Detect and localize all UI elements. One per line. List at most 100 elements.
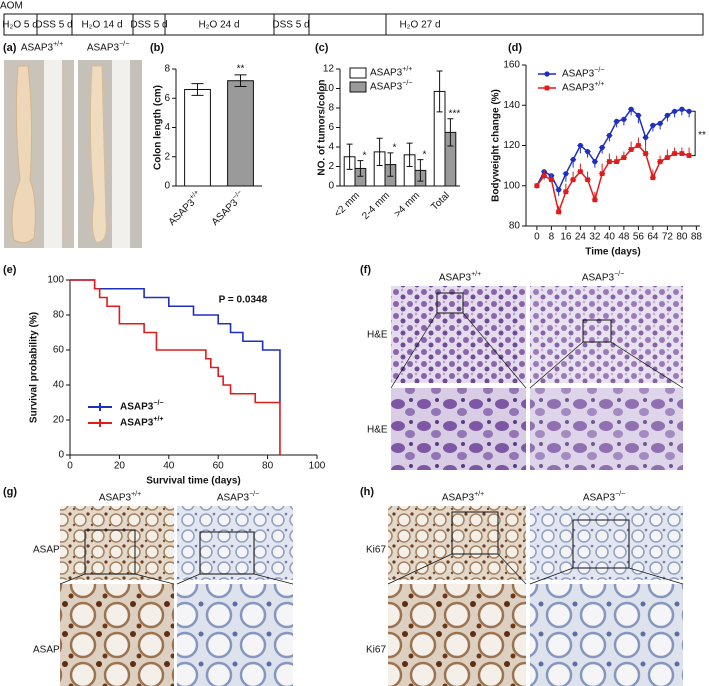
timeline-segment: H₂O 5 d [2, 20, 38, 31]
y-tick-label: 6 [328, 122, 334, 133]
x-tick-label: 80 [262, 461, 274, 472]
panel-label: (g) [3, 486, 17, 498]
point [686, 108, 692, 114]
annotation: P = 0.0348 [219, 295, 268, 306]
x-tick-label: ASAP3−/− [209, 189, 248, 228]
point [606, 159, 612, 164]
legend-marker [544, 85, 550, 91]
y-tick-label: 20 [53, 415, 65, 426]
x-axis-label: Time (days) [585, 247, 640, 258]
row-label: ASAP3 [33, 645, 66, 656]
x-axis-label: Survival time (days) [146, 476, 240, 487]
x-tick-label: 60 [213, 461, 225, 472]
x-tick-label: 32 [589, 232, 601, 243]
row-label: Ki67 [366, 645, 386, 656]
x-tick-label: 80 [676, 232, 688, 243]
panel-label: (b) [150, 42, 164, 54]
bracket [692, 110, 696, 157]
point [563, 171, 569, 177]
colon-photo [4, 60, 142, 248]
error-bar [191, 83, 204, 96]
panel-label: (h) [360, 486, 374, 498]
legend-label: ASAP3+/+ [120, 416, 163, 428]
y-axis-label: Bodyweight change (%) [491, 89, 502, 202]
panel-label: (d) [508, 42, 522, 54]
row-label: Ki67 [366, 545, 386, 556]
x-tick-label: 8 [549, 232, 555, 243]
error-bar [417, 159, 424, 182]
point [570, 156, 576, 163]
bar [227, 80, 254, 187]
y-tick-label: 8 [328, 103, 334, 114]
point [686, 153, 692, 158]
y-tick-label: 12 [323, 64, 335, 75]
x-tick-label: 0 [534, 232, 540, 243]
y-tick-label: 40 [53, 380, 65, 391]
x-tick-label: 16 [560, 232, 572, 243]
column-label: ASAP3+/+ [99, 491, 141, 503]
error-bar [447, 118, 454, 147]
significance: * [392, 142, 396, 153]
point [635, 112, 641, 118]
y-tick-label: 2 [164, 151, 170, 162]
timeline-title: AOM [0, 1, 23, 12]
ihc-images [387, 506, 684, 686]
x-tick-label: 2-4 mm [360, 190, 392, 222]
point [556, 209, 562, 215]
point [556, 187, 562, 193]
point [643, 134, 649, 141]
significance: *** [449, 108, 461, 119]
y-tick-label: 100 [503, 180, 520, 191]
x-tick-label: Total [429, 190, 452, 213]
point [679, 106, 685, 112]
y-tick-label: 120 [503, 140, 520, 151]
point [650, 122, 656, 128]
bar [184, 88, 211, 187]
point [621, 155, 627, 160]
panel-label: (e) [3, 264, 17, 276]
x-tick-label: 40 [163, 461, 175, 472]
column-label: ASAP3−/− [87, 41, 129, 53]
column-label: ASAP3+/+ [442, 491, 484, 503]
point [592, 159, 598, 165]
y-axis-label: Colon length (cm) [153, 85, 164, 170]
legend-label: ASAP3−/− [120, 400, 163, 412]
x-tick-label: 100 [309, 461, 326, 472]
timeline-segment: H₂O 14 d [81, 20, 122, 31]
error-bar [406, 142, 413, 167]
point [657, 120, 663, 126]
column-label: ASAP3−/− [583, 491, 625, 503]
legend-marker [544, 71, 550, 77]
legend-label: ASAP3+/+ [562, 81, 604, 93]
error-bar [436, 70, 443, 113]
y-tick-label: 0 [164, 181, 170, 192]
line [536, 108, 690, 192]
point [534, 183, 540, 189]
timeline [3, 13, 704, 36]
timeline-segment: DSS 5 d [130, 20, 167, 31]
point [563, 189, 569, 195]
y-tick-label: 0 [328, 181, 334, 192]
point [577, 142, 583, 149]
significance: * [362, 150, 366, 161]
column-label: ASAP3+/+ [439, 271, 481, 283]
x-tick-label: <2 mm [332, 190, 362, 220]
y-tick-label: 60 [53, 345, 65, 356]
column-label: ASAP3−/− [582, 271, 624, 283]
point [599, 171, 605, 177]
error-bar [387, 152, 394, 177]
legend-label: ASAP3−/− [370, 80, 412, 92]
panel-label: (f) [360, 264, 371, 276]
x-tick-label: 24 [575, 232, 587, 243]
y-tick-label: 2 [328, 161, 334, 172]
point [606, 132, 612, 139]
x-tick-label: 48 [618, 232, 630, 243]
point [570, 177, 576, 183]
panel-label: (c) [315, 42, 329, 54]
y-tick-label: 10 [323, 83, 335, 94]
point [650, 175, 656, 181]
error-bar [346, 143, 353, 170]
significance: * [422, 149, 426, 160]
point [679, 151, 685, 156]
point [585, 177, 591, 183]
